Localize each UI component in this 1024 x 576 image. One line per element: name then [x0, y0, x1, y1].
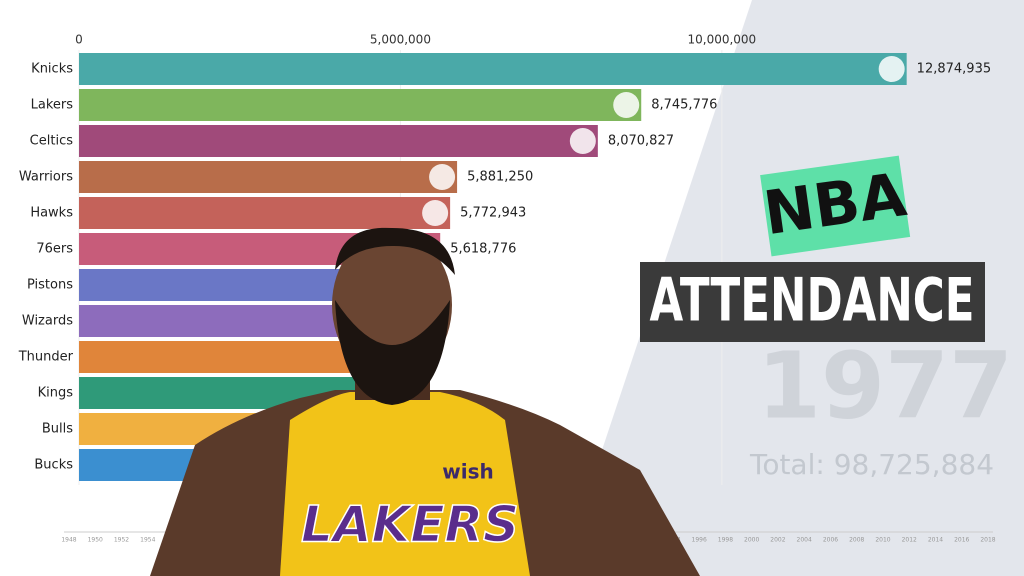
timeline-label: 2006 — [823, 537, 838, 544]
total-label: Total: 98,725,884 — [749, 448, 994, 481]
player-photo: wish LAKERS — [150, 227, 700, 576]
category-label: Pistons — [27, 278, 73, 293]
category-label: Celtics — [30, 134, 74, 149]
category-label: Wizards — [22, 314, 73, 329]
team-logo — [429, 164, 456, 190]
category-label: Warriors — [19, 170, 73, 185]
team-logo — [422, 200, 449, 226]
timeline-label: 2002 — [770, 537, 785, 544]
value-label: 8,070,827 — [608, 134, 674, 149]
timeline-label: 2010 — [875, 537, 890, 544]
jersey-team: LAKERS — [301, 496, 519, 554]
bar — [79, 89, 642, 121]
bar — [79, 197, 451, 229]
timeline-label: 2008 — [849, 537, 864, 544]
timeline-label: 1998 — [718, 537, 733, 544]
title-line-2: ATTENDANCE — [650, 266, 975, 336]
bar — [79, 125, 598, 157]
title-badge-1: NBA — [760, 155, 911, 257]
team-logo — [569, 128, 596, 154]
badge-bg — [760, 155, 911, 257]
timeline-label: 2000 — [744, 537, 759, 544]
value-label: 8,745,776 — [651, 98, 717, 113]
category-label: Hawks — [30, 206, 73, 221]
bar — [79, 53, 907, 85]
timeline-label: 2018 — [980, 537, 995, 544]
x-tick-label: 10,000,000 — [687, 33, 756, 47]
beard — [335, 300, 450, 405]
value-label: 5,618,776 — [450, 242, 516, 257]
team-logo — [613, 92, 640, 118]
timeline-label: 1954 — [140, 537, 155, 544]
category-label: Bucks — [34, 458, 73, 473]
timeline-label: 2016 — [954, 537, 969, 544]
value-label: 5,772,943 — [460, 206, 526, 221]
timeline-label: 2004 — [797, 537, 812, 544]
category-label: Lakers — [31, 98, 74, 113]
category-label: Thunder — [18, 350, 74, 365]
badge-bg — [640, 262, 985, 342]
category-label: Kings — [38, 386, 74, 401]
year-label: 1977 — [757, 332, 1013, 439]
category-label: Bulls — [42, 422, 73, 437]
jersey-sponsor: wish — [442, 460, 493, 484]
x-tick-label: 5,000,000 — [370, 33, 431, 47]
timeline-label: 1950 — [88, 537, 103, 544]
timeline-label: 2012 — [902, 537, 917, 544]
value-label: 12,874,935 — [917, 62, 991, 77]
timeline-label: 1948 — [61, 537, 76, 544]
value-label: 5,881,250 — [467, 170, 533, 185]
timeline-label: 1952 — [114, 537, 129, 544]
hair — [335, 227, 455, 275]
timeline-label: 2014 — [928, 537, 943, 544]
bar — [79, 161, 458, 193]
team-logo — [878, 56, 905, 82]
category-label: 76ers — [36, 242, 73, 257]
category-label: Knicks — [31, 62, 73, 77]
jersey — [280, 392, 530, 576]
x-tick-label: 0 — [75, 33, 83, 47]
timeline-label: 1996 — [692, 537, 707, 544]
